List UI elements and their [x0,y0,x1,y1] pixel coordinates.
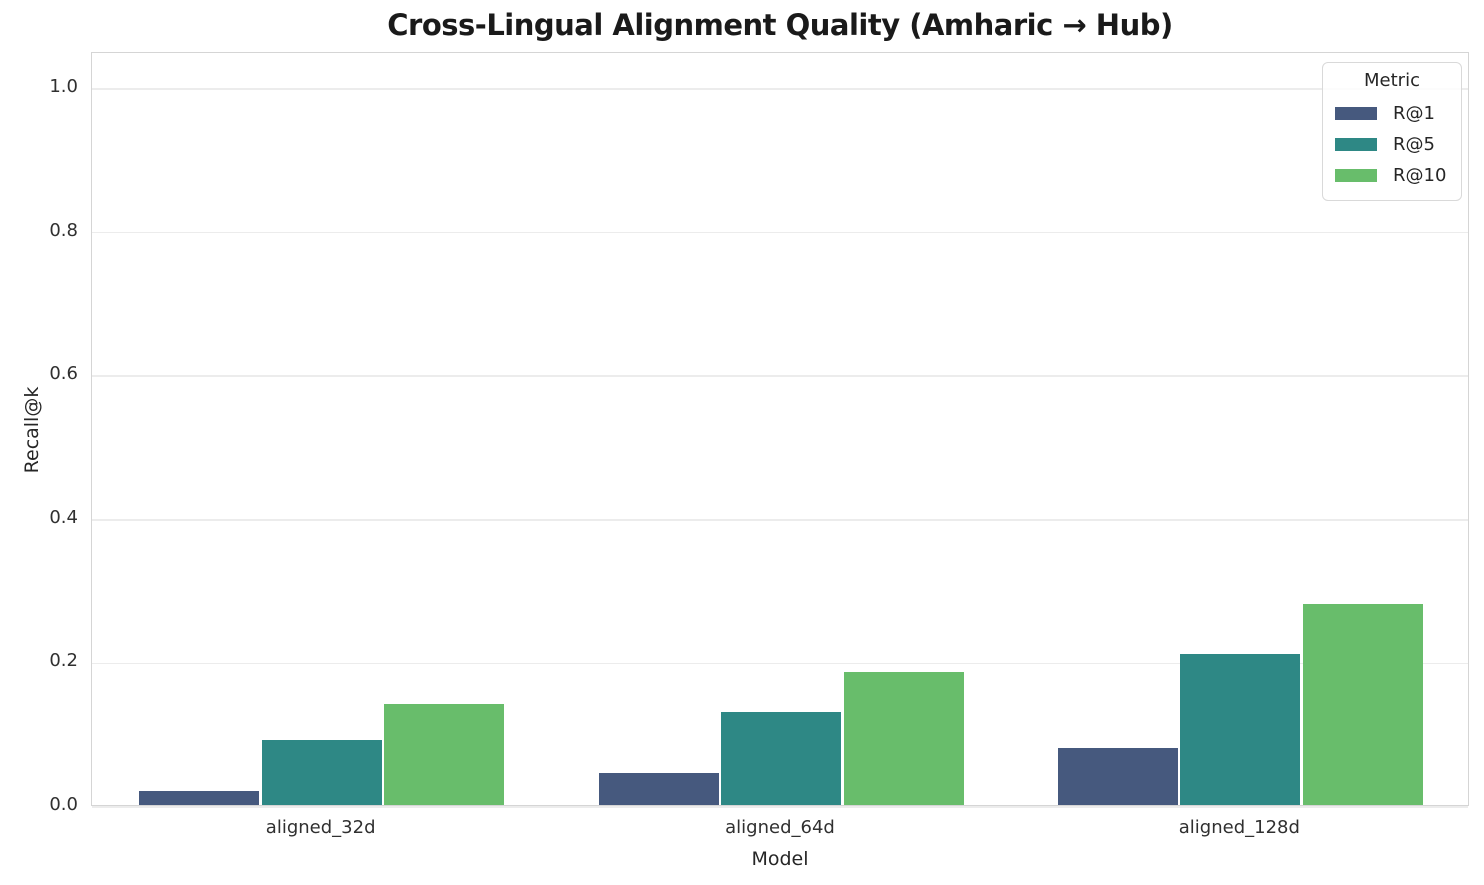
legend-item: R@1 [1333,98,1451,129]
legend-swatch-icon [1335,169,1377,182]
bar-R@10-aligned_64d [843,672,964,805]
y-tick-label: 0.0 [49,794,78,815]
chart-title: Cross-Lingual Alignment Quality (Amharic… [387,8,1173,42]
bar-R@5-aligned_128d [1180,654,1301,805]
bar-R@10-aligned_32d [384,704,505,805]
gridline [92,375,1468,377]
x-tick-label: aligned_64d [725,817,835,838]
legend-items: R@1 R@5 R@10 [1333,98,1451,191]
gridline [92,806,1468,808]
legend-label: R@10 [1393,165,1447,186]
y-tick-label: 1.0 [49,75,78,97]
legend-label: R@5 [1393,134,1435,155]
y-tick-label: 0.4 [49,506,78,528]
x-tick-label: aligned_32d [265,817,376,838]
gridline [92,662,1468,665]
y-tick-label: 0.2 [49,650,78,672]
y-tick-label: 0.6 [49,363,78,385]
legend: Metric R@1 R@5 R@10 [1322,62,1462,201]
plot-area [91,52,1469,808]
legend-swatch-icon [1335,107,1377,120]
bar-R@5-aligned_32d [261,740,382,805]
legend-label: R@1 [1393,103,1435,124]
legend-title: Metric [1364,70,1420,91]
bar-R@10-aligned_128d [1302,603,1423,805]
bar-R@1-aligned_64d [598,772,719,805]
x-tick-label: aligned_128d [1178,817,1300,838]
y-axis-label: Recall@k [21,386,43,474]
legend-item: R@5 [1333,129,1451,160]
y-tick-label: 0.8 [49,219,78,241]
legend-item: R@10 [1333,160,1451,191]
gridline [92,519,1468,521]
bar-R@1-aligned_128d [1057,747,1178,805]
bar-R@5-aligned_64d [721,711,841,805]
legend-swatch-icon [1335,138,1377,151]
gridline [92,231,1468,234]
bar-R@1-aligned_32d [139,790,260,805]
x-axis-label: Model [751,848,809,870]
gridline [92,88,1468,90]
